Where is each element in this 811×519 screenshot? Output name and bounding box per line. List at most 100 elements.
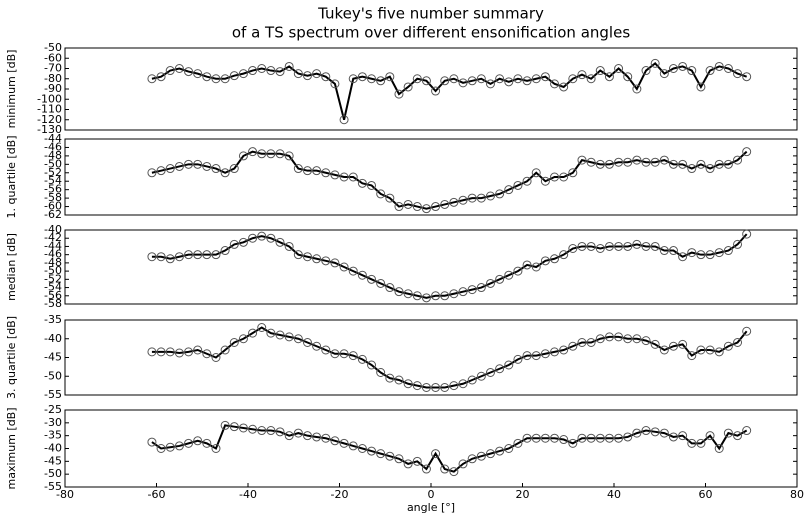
data-point xyxy=(522,76,532,86)
data-point xyxy=(531,262,541,272)
data-point xyxy=(330,349,340,359)
data-point xyxy=(659,246,669,256)
data-point xyxy=(449,381,459,391)
data-point xyxy=(321,168,331,178)
data-point xyxy=(650,58,660,68)
data-point xyxy=(550,79,560,89)
data-point xyxy=(385,373,395,383)
data-point xyxy=(696,345,706,355)
data-point xyxy=(495,189,505,199)
y-tick-label: -50 xyxy=(44,157,62,170)
x-tick-label: -80 xyxy=(56,488,74,501)
data-point xyxy=(165,442,175,452)
data-point xyxy=(421,383,431,392)
y-tick-label: -50 xyxy=(44,41,62,54)
y-tick-label: -40 xyxy=(44,223,62,236)
data-point xyxy=(376,368,386,377)
data-point xyxy=(458,195,468,205)
data-point xyxy=(723,64,733,73)
data-point xyxy=(202,72,212,82)
data-point xyxy=(412,74,422,84)
data-point xyxy=(668,341,678,351)
data-point xyxy=(531,168,541,178)
data-point xyxy=(668,159,678,169)
data-point xyxy=(431,86,441,96)
data-point xyxy=(266,233,276,243)
data-point xyxy=(248,233,258,243)
data-point xyxy=(293,250,303,260)
data-point xyxy=(412,456,422,466)
data-point xyxy=(238,423,248,433)
data-point xyxy=(156,347,166,357)
data-point xyxy=(723,341,733,351)
plot-frame xyxy=(64,138,798,216)
y-axis-label: 1. quartile [dB] xyxy=(5,135,18,218)
y-tick-label: -45 xyxy=(44,351,62,364)
data-point xyxy=(623,432,633,442)
data-point xyxy=(184,67,194,77)
data-point xyxy=(678,339,688,349)
y-tick-label: -110 xyxy=(37,103,62,116)
data-point xyxy=(504,270,514,280)
data-point xyxy=(668,64,678,73)
data-point xyxy=(604,72,614,82)
data-point xyxy=(284,151,294,161)
data-point xyxy=(312,254,322,264)
data-point xyxy=(339,115,349,125)
data-point xyxy=(705,431,715,441)
data-point xyxy=(568,168,578,178)
data-point xyxy=(147,437,157,447)
data-point xyxy=(687,66,697,76)
data-point xyxy=(687,248,697,258)
data-point xyxy=(147,347,157,357)
x-tick-label: 0 xyxy=(428,488,435,501)
data-point xyxy=(394,375,404,385)
data-point xyxy=(193,69,203,79)
data-point xyxy=(266,328,276,338)
data-point xyxy=(431,291,441,301)
data-point xyxy=(449,289,459,299)
data-point xyxy=(714,159,724,169)
data-point xyxy=(385,72,395,82)
data-point xyxy=(440,199,450,209)
data-point xyxy=(440,383,450,392)
data-point xyxy=(348,74,358,84)
data-point xyxy=(403,459,413,469)
data-point xyxy=(238,151,248,161)
data-point xyxy=(312,166,322,176)
data-point xyxy=(714,444,724,453)
data-point xyxy=(147,252,157,262)
data-point xyxy=(513,74,523,84)
data-point xyxy=(385,193,395,203)
data-point xyxy=(412,381,422,391)
data-point xyxy=(522,176,532,186)
data-point xyxy=(421,76,431,86)
data-point xyxy=(559,435,569,445)
y-tick-label: -50 xyxy=(44,467,62,480)
data-point xyxy=(586,338,596,347)
data-point xyxy=(220,74,230,84)
data-line xyxy=(151,424,748,473)
plot-frame xyxy=(64,319,798,396)
data-point xyxy=(266,426,276,436)
data-point xyxy=(220,345,230,355)
data-point xyxy=(147,168,157,178)
data-point xyxy=(531,351,541,361)
y-tick-label: -46 xyxy=(44,248,62,261)
data-point xyxy=(376,278,386,288)
data-point xyxy=(449,197,459,207)
data-point xyxy=(476,283,486,293)
data-point xyxy=(431,449,441,459)
data-point xyxy=(293,334,303,344)
data-point xyxy=(687,438,697,448)
data-point xyxy=(312,69,322,79)
y-tick-label: -48 xyxy=(44,256,62,269)
y-tick-label: -35 xyxy=(44,313,62,326)
data-point xyxy=(211,250,221,260)
data-point xyxy=(348,172,358,182)
data-point xyxy=(504,360,514,370)
data-point xyxy=(504,77,514,87)
data-point xyxy=(321,72,331,82)
data-point xyxy=(476,193,486,203)
data-point xyxy=(577,155,587,165)
